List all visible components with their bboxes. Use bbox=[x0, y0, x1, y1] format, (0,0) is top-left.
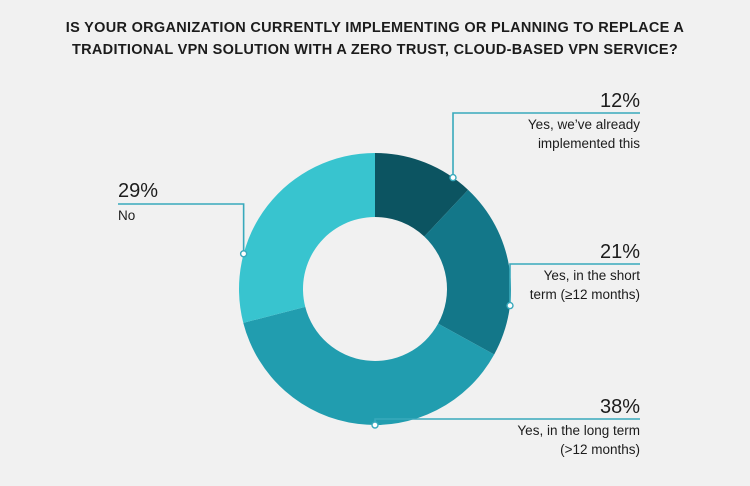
slice-category-label-3-line-2: (>12 months) bbox=[560, 442, 640, 457]
slice-category-label-1-line-1: Yes, we’ve already bbox=[528, 117, 640, 132]
slice-category-label-1-line-2: implemented this bbox=[538, 136, 640, 151]
slice-category-label-2-line-1: Yes, in the short bbox=[544, 268, 641, 283]
leader-line-4 bbox=[118, 203, 245, 254]
slice-value-label-1: 12% bbox=[600, 90, 640, 112]
leader-dot-3 bbox=[371, 421, 379, 429]
chart-title-line-2: TRADITIONAL VPN SOLUTION WITH A ZERO TRU… bbox=[72, 42, 678, 58]
leader-lines bbox=[118, 112, 640, 429]
leader-line-1 bbox=[452, 112, 640, 178]
donut-slices bbox=[239, 153, 511, 425]
slice-category-label-3-line-1: Yes, in the long term bbox=[517, 423, 640, 438]
chart-title-line-1: IS YOUR ORGANIZATION CURRENTLY IMPLEMENT… bbox=[66, 20, 685, 36]
chart-title: IS YOUR ORGANIZATION CURRENTLY IMPLEMENT… bbox=[66, 20, 685, 58]
leader-dot-2 bbox=[506, 301, 514, 310]
slice-value-label-2: 21% bbox=[600, 241, 640, 263]
leader-dot-1 bbox=[449, 173, 457, 182]
donut-slice-1 bbox=[375, 153, 469, 237]
leader-line-2 bbox=[509, 263, 640, 306]
donut-slice-3 bbox=[243, 306, 495, 425]
slice-category-label-2-line-2: term (≥12 months) bbox=[530, 287, 640, 302]
slice-value-label-4: 29% bbox=[118, 180, 158, 202]
donut-slice-4 bbox=[239, 153, 375, 323]
slice-category-label-4-line-1: No bbox=[118, 208, 135, 223]
donut-slice-2 bbox=[424, 189, 511, 355]
slice-value-label-3: 38% bbox=[600, 396, 640, 418]
leader-dot-4 bbox=[239, 250, 248, 258]
slice-labels: 12% Yes, we’ve already implemented this 21%… bbox=[118, 90, 640, 457]
